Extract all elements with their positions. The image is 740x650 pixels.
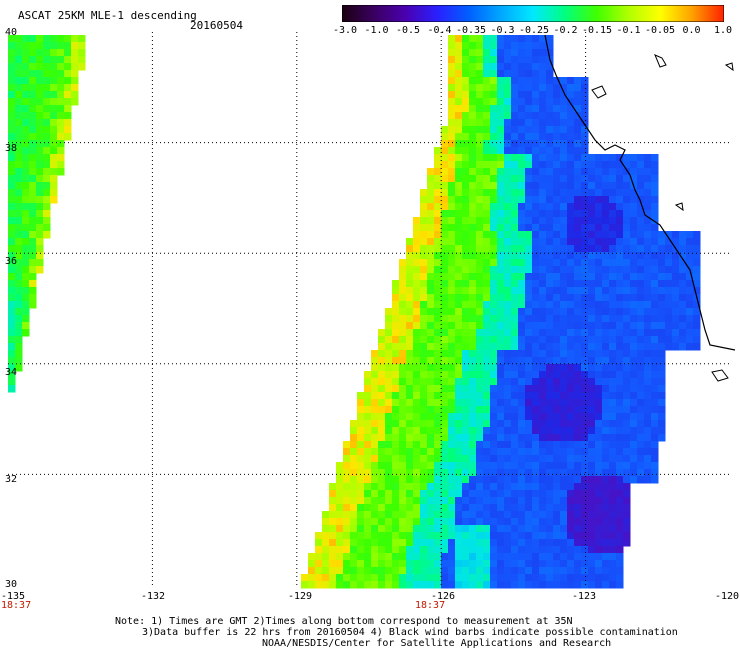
time-label-center: 18:37 [415, 600, 446, 611]
map-title: ASCAT 25KM MLE-1 descending [18, 9, 197, 22]
map-date: 20160504 [190, 19, 243, 32]
island-outline [654, 54, 667, 68]
coastline [544, 34, 736, 351]
colorbar-label: -0.5 [395, 25, 421, 36]
lat-label-30: 30 [5, 579, 18, 590]
lon-label-129: -129 [288, 591, 313, 602]
colorbar-label: -0.25 [518, 25, 550, 36]
island-outline [724, 62, 734, 72]
note-line-3: NOAA/NESDIS/Center for Satellite Applica… [262, 638, 612, 649]
time-label-left: 18:37 [1, 600, 32, 611]
lon-label-132: -132 [141, 591, 166, 602]
lat-label-38: 38 [5, 143, 18, 154]
note-line-2: 3)Data buffer is 22 hrs from 20160504 4)… [142, 627, 678, 638]
colorbar-label: -0.4 [427, 25, 452, 36]
colorbar-label: -3.0 [332, 25, 358, 36]
colorbar-label: -1.0 [364, 25, 389, 36]
island-outline [674, 202, 684, 212]
map-grid [8, 32, 730, 585]
island-outline [711, 369, 729, 382]
lon-label-123: -123 [572, 591, 597, 602]
lon-label-135: -135 [1, 591, 26, 602]
lat-label-40: 40 [5, 27, 18, 38]
island-outline [591, 85, 607, 99]
lon-label-126: -126 [431, 591, 456, 602]
colorbar-label: -0.05 [644, 25, 676, 36]
lon-label-120: -120 [715, 591, 740, 602]
note-line-1: Note: 1) Times are GMT 2)Times along bot… [115, 616, 573, 627]
colorbar-label: -0.3 [490, 25, 515, 36]
colorbar-label: -0.35 [455, 25, 487, 36]
lat-label-32: 32 [5, 474, 18, 485]
colorbar [342, 5, 724, 22]
lat-label-34: 34 [5, 367, 18, 378]
colorbar-label: 1.0 [713, 25, 733, 36]
colorbar-label: -0.15 [581, 25, 613, 36]
colorbar-label: 0.0 [682, 25, 701, 36]
lat-label-36: 36 [5, 256, 18, 267]
colorbar-label: -0.1 [616, 25, 641, 36]
colorbar-gradient [342, 5, 724, 22]
colorbar-label: -0.2 [553, 25, 578, 36]
swath-cells [8, 35, 701, 589]
